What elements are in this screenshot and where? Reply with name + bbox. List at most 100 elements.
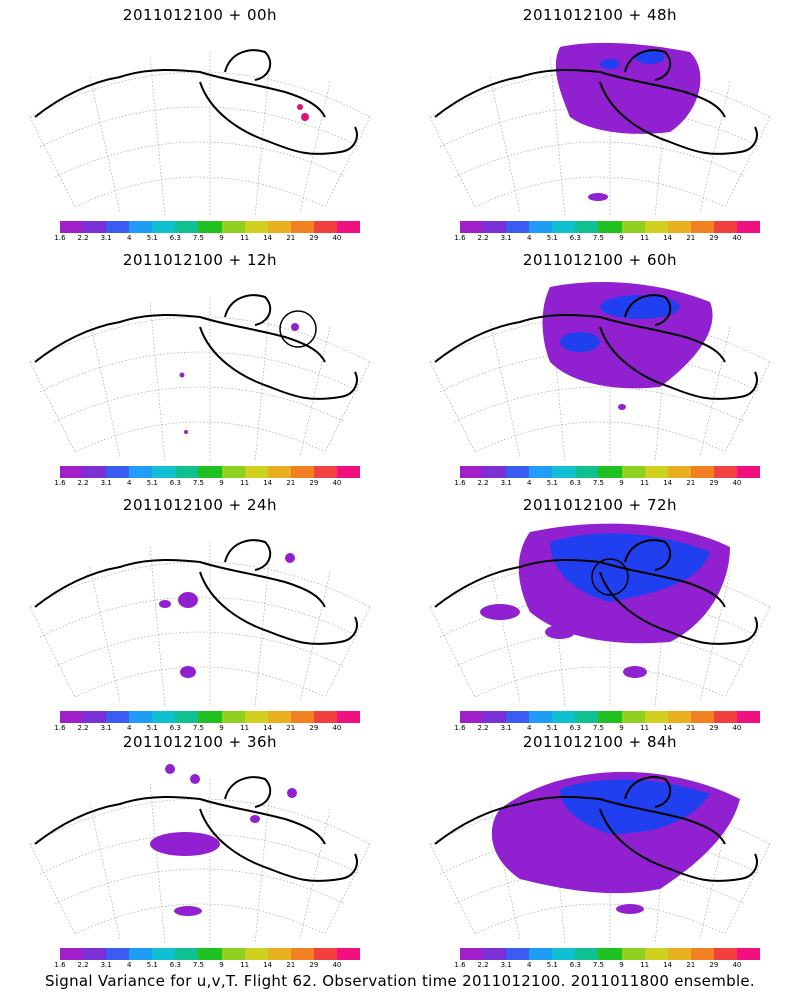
colorbar-tick-label: 14	[263, 961, 273, 969]
graticule	[29, 779, 371, 944]
colorbar-tick-label: 14	[263, 479, 273, 487]
colorbar-tick-label: 5.1	[146, 724, 158, 732]
colorbar-swatch	[667, 948, 691, 960]
colorbar-labels: 1.6 2.2 3.1 4 5.1 6.3 7.5 9 11 14 21 29 40	[454, 724, 760, 734]
colorbar-tick-label: 40	[732, 234, 742, 242]
colorbar-swatch	[336, 711, 361, 723]
colorbar	[460, 221, 761, 233]
colorbar-tick-label: 4	[526, 961, 532, 969]
colorbar-swatch	[667, 466, 691, 478]
panel-title: 2011012100 + 36h	[122, 733, 278, 751]
colorbar-swatch	[506, 221, 530, 233]
colorbar-swatch	[690, 711, 714, 723]
colorbar-swatch	[736, 221, 761, 233]
colorbar	[460, 948, 761, 960]
colorbar-swatch	[83, 466, 107, 478]
colorbar-tick-label: 29	[709, 724, 719, 732]
colorbar-tick-label: 21	[686, 961, 696, 969]
colorbar-tick-label: 7.5	[192, 479, 205, 487]
colorbar-tick-label: 2.2	[77, 961, 89, 969]
colorbar-tick-label: 9	[619, 724, 624, 732]
coastline	[434, 49, 758, 155]
forecast-panel-12h: 2011012100 + 12h 1.6 2.2 3.1 4 5.1 6.3 7.5 9 11 1…	[0, 245, 400, 490]
colorbar-swatch	[60, 948, 84, 960]
colorbar-swatch	[290, 948, 314, 960]
colorbar-labels: 1.6 2.2 3.1 4 5.1 6.3 7.5 9 11 14 21 29 40	[54, 234, 360, 244]
colorbar-tick-label: 2.2	[477, 479, 489, 487]
forecast-panel-72h: 2011012100 + 72h 1.6 2.2 3.1 4 5.1 6.3 7.5 9 11 1…	[400, 490, 800, 735]
colorbar-tick-label: 6.3	[569, 234, 581, 242]
colorbar-swatch	[313, 221, 337, 233]
colorbar-tick-label: 40	[332, 961, 342, 969]
colorbar-swatch	[529, 221, 553, 233]
colorbar-tick-label: 6.3	[569, 479, 581, 487]
colorbar-swatch	[552, 948, 576, 960]
colorbar-tick-label: 7.5	[592, 234, 605, 242]
colorbar-tick-label: 3.1	[500, 479, 512, 487]
colorbar-tick-label: 21	[286, 724, 296, 732]
colorbar-swatch	[460, 711, 484, 723]
colorbar-swatch	[152, 466, 176, 478]
colorbar-labels: 1.6 2.2 3.1 4 5.1 6.3 7.5 9 11 14 21 29 40	[454, 479, 760, 489]
colorbar-tick-label: 6.3	[169, 961, 181, 969]
colorbar-swatch	[483, 221, 507, 233]
colorbar-swatch	[644, 711, 668, 723]
signal-region-high	[600, 50, 665, 69]
figure-caption: Signal Variance for u,v,T. Flight 62. Ob…	[44, 972, 756, 990]
panel-title: 2011012100 + 60h	[522, 251, 678, 269]
map	[429, 282, 771, 462]
graticule	[29, 297, 371, 462]
colorbar-tick-label: 3.1	[500, 961, 512, 969]
colorbar-swatch	[621, 948, 645, 960]
colorbar	[460, 466, 761, 478]
colorbar-tick-label: 4	[126, 234, 132, 242]
colorbar-tick-label: 1.6	[54, 724, 66, 732]
colorbar-swatch	[244, 466, 268, 478]
colorbar-swatch	[290, 221, 314, 233]
colorbar	[460, 711, 761, 723]
colorbar-swatch	[83, 221, 107, 233]
colorbar-swatch	[198, 221, 222, 233]
forecast-panel-36h: 2011012100 + 36h 1.6 2.2 3.1 4 5.1 6.3 7.5 9 11 1…	[0, 727, 400, 972]
signal-region	[555, 42, 701, 201]
colorbar-swatch	[575, 466, 599, 478]
colorbar-tick-label: 5.1	[546, 961, 558, 969]
colorbar-tick-label: 14	[663, 961, 673, 969]
colorbar-swatch	[152, 221, 176, 233]
colorbar-tick-label: 4	[126, 479, 132, 487]
colorbar-swatch	[690, 221, 714, 233]
colorbar-swatch	[129, 466, 153, 478]
colorbar-tick-label: 21	[686, 234, 696, 242]
colorbar-swatch	[60, 711, 84, 723]
colorbar-tick-label: 40	[732, 724, 742, 732]
colorbar-swatch	[690, 466, 714, 478]
colorbar-tick-label: 14	[263, 724, 273, 732]
colorbar-swatch	[129, 948, 153, 960]
colorbar-swatch	[506, 466, 530, 478]
colorbar-tick-label: 9	[219, 234, 224, 242]
colorbar-swatch	[483, 466, 507, 478]
colorbar-tick-label: 6.3	[569, 724, 581, 732]
colorbar-swatch	[736, 466, 761, 478]
signal-region	[297, 104, 309, 121]
colorbar-swatch	[736, 711, 761, 723]
colorbar-swatch	[713, 948, 737, 960]
coastline	[34, 539, 358, 645]
colorbar-tick-label: 3.1	[100, 234, 112, 242]
colorbar-tick-label: 21	[286, 234, 296, 242]
colorbar-tick-label: 2.2	[77, 724, 89, 732]
colorbar-tick-label: 9	[619, 234, 624, 242]
colorbar-tick-label: 9	[219, 724, 224, 732]
coastline	[434, 776, 758, 882]
colorbar-swatch	[575, 948, 599, 960]
colorbar-tick-label: 5.1	[146, 234, 158, 242]
colorbar-tick-label: 29	[709, 234, 719, 242]
colorbar-swatch	[506, 711, 530, 723]
map	[29, 49, 371, 217]
colorbar-tick-label: 3.1	[100, 724, 112, 732]
colorbar-tick-label: 9	[219, 479, 224, 487]
colorbar-tick-label: 2.2	[477, 234, 489, 242]
graticule	[429, 52, 771, 217]
colorbar-tick-label: 21	[286, 479, 296, 487]
colorbar-tick-label: 2.2	[77, 234, 89, 242]
